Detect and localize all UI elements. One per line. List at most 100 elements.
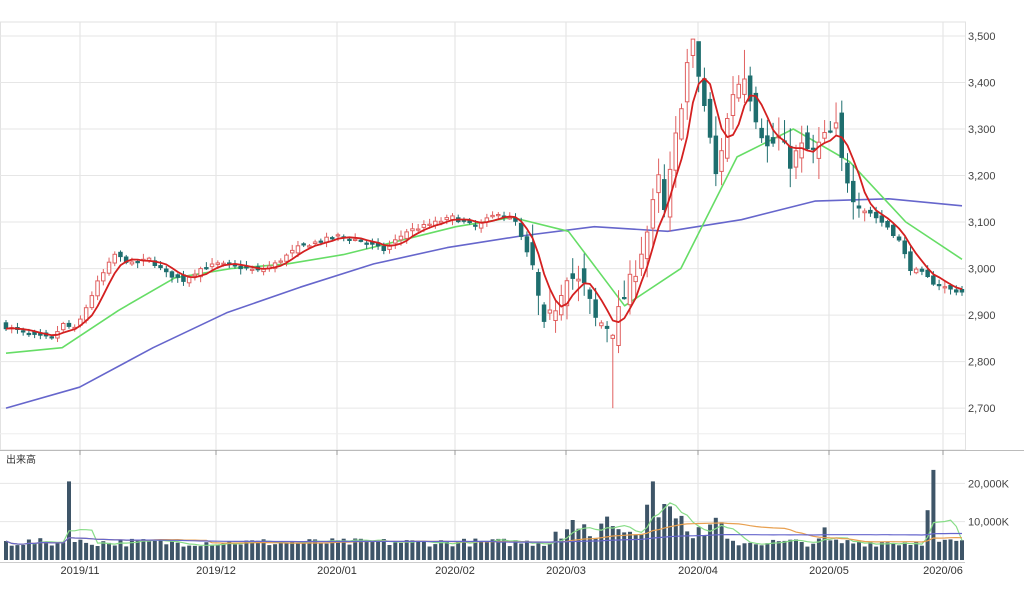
candle-body	[576, 278, 581, 282]
volume-bar	[799, 542, 804, 560]
candle-body	[616, 306, 621, 347]
volume-bar	[490, 539, 495, 560]
volume-bar	[891, 543, 896, 560]
volume-bar	[32, 543, 37, 560]
candle-body	[747, 75, 753, 102]
volume-bar	[736, 545, 741, 560]
y-tick-label: 3,300	[968, 124, 996, 136]
candle-body	[742, 78, 747, 95]
volume-bar	[576, 528, 581, 560]
candle-body	[106, 261, 112, 274]
candle-body	[673, 132, 678, 171]
y-tick-label: 3,200	[968, 171, 996, 183]
volume-bar	[502, 538, 506, 560]
volume-bar	[255, 540, 260, 560]
volume-bar	[450, 546, 455, 560]
candle-body	[335, 234, 341, 237]
volume-bar	[204, 542, 209, 560]
candle-body	[851, 180, 856, 203]
volume-bar	[376, 541, 381, 560]
volume-bar	[244, 540, 249, 560]
candle-body	[284, 254, 289, 262]
candle-body	[295, 245, 301, 254]
volume-bar	[84, 542, 89, 560]
candle-body	[788, 145, 793, 169]
candle-body	[209, 263, 215, 268]
volume-bar	[364, 540, 369, 560]
candle-body	[564, 280, 570, 307]
volume-ma-long-line	[5, 532, 962, 545]
volume-bar	[158, 539, 163, 560]
candle-body	[959, 289, 965, 293]
volume-bar	[112, 545, 117, 560]
volume-bar	[61, 542, 66, 560]
y-tick-label: 2,700	[968, 403, 996, 415]
candle-body	[61, 323, 66, 331]
volume-bar	[353, 538, 358, 560]
volume-bar	[599, 523, 604, 560]
volume-bar	[238, 544, 243, 560]
volume-bar	[942, 539, 947, 560]
candle-body	[587, 289, 593, 299]
volume-bar	[124, 546, 129, 560]
volume-bar	[771, 539, 776, 560]
volume-bar	[633, 534, 638, 560]
volume-bar	[393, 542, 398, 560]
volume-bar	[708, 524, 713, 560]
x-tick-label: 2020/04	[678, 565, 718, 577]
volume-bar	[857, 542, 861, 560]
volume-bar	[839, 543, 844, 560]
volume-bar	[622, 532, 627, 560]
volume-bar	[273, 544, 278, 560]
candle-body	[644, 231, 650, 260]
volume-bar	[507, 546, 512, 560]
candle-body	[20, 330, 26, 333]
candle-body	[948, 285, 953, 290]
candle-body	[805, 132, 810, 150]
candle-body	[707, 98, 713, 138]
candle-body	[593, 299, 598, 318]
volume-bar	[421, 541, 426, 560]
volume-bar	[147, 540, 152, 560]
candle-body	[770, 137, 776, 144]
volume-bar	[324, 543, 329, 560]
volume-bar	[536, 543, 541, 560]
candle-body	[518, 222, 524, 237]
ma-long-line	[5, 198, 963, 409]
y-tick-label: 3,000	[968, 264, 996, 276]
candle-body	[633, 275, 638, 283]
volume-panel-label: 出来高	[6, 453, 36, 466]
volume-bar	[404, 540, 409, 560]
volume-bar	[582, 524, 587, 560]
candle-body	[833, 122, 839, 129]
volume-bar	[919, 545, 924, 560]
volume-bar	[713, 517, 718, 560]
volume-bar	[885, 542, 890, 560]
volume-bar	[187, 545, 192, 560]
candle-body	[347, 238, 352, 242]
volume-bar	[336, 540, 340, 560]
candle-body	[427, 223, 432, 226]
candle-body	[684, 62, 690, 103]
candle-body	[169, 271, 175, 278]
volume-bar	[129, 538, 134, 560]
volume-bar	[845, 540, 850, 560]
x-tick-label: 2019/12	[196, 565, 236, 577]
volume-bar	[782, 540, 787, 560]
volume-bar	[616, 529, 621, 560]
volume-bar	[307, 539, 312, 560]
x-tick-label: 2019/11	[61, 565, 100, 577]
candle-body	[702, 78, 707, 107]
candle-body	[570, 273, 575, 279]
volume-bar	[811, 543, 816, 560]
volume-bar	[725, 538, 730, 560]
volume-average-lines	[5, 502, 963, 546]
volume-bar	[141, 539, 146, 560]
x-tick-label: 2020/02	[435, 565, 475, 577]
volume-bar	[233, 544, 237, 560]
candle-body	[473, 224, 478, 227]
volume-bar	[181, 546, 186, 560]
volume-bar	[261, 539, 266, 560]
